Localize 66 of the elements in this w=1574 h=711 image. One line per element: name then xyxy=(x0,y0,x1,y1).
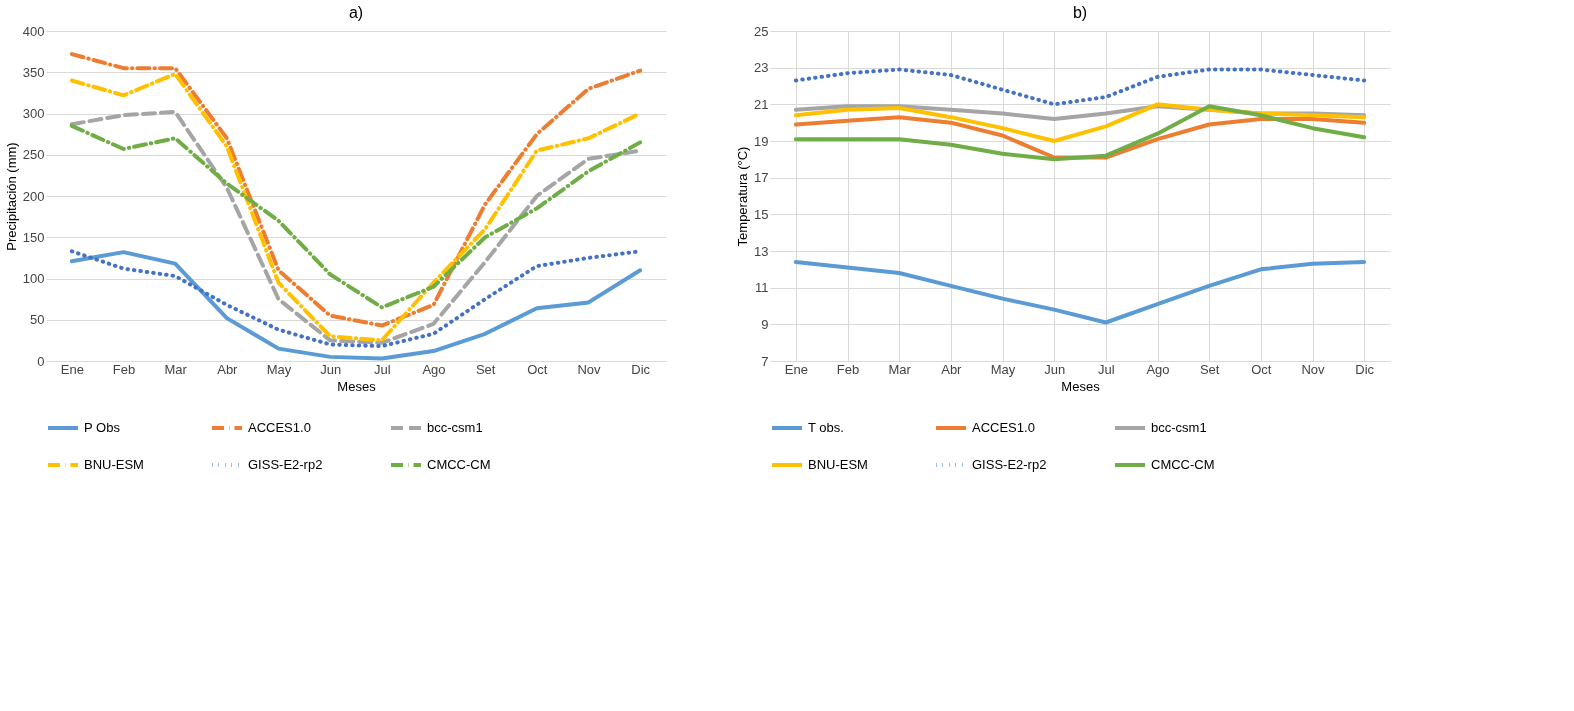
x-tick-label: Feb xyxy=(112,361,136,377)
x-tick-label: Abr xyxy=(217,361,239,377)
x-axis-title: Meses xyxy=(1061,378,1101,394)
x-tick-label: Abr xyxy=(941,361,963,377)
y-tick-label: 23 xyxy=(754,60,769,76)
x-tick-label: Mar xyxy=(888,361,912,377)
x-tick-label: Nov xyxy=(1301,361,1326,377)
y-tick-label: 0 xyxy=(37,353,45,369)
x-tick-label: Oct xyxy=(527,361,548,377)
x-tick-label: Ago xyxy=(422,361,446,377)
legend-label: T obs. xyxy=(808,420,844,435)
y-axis-title: Precipitación (mm) xyxy=(3,142,19,251)
x-tick-label: May xyxy=(990,361,1016,377)
y-tick-label: 300 xyxy=(22,106,45,121)
legend-label: BNU-ESM xyxy=(84,457,144,472)
y-tick-label: 400 xyxy=(22,23,45,39)
x-tick-label: Jul xyxy=(1098,361,1115,377)
legend-label: bcc-csm1 xyxy=(1151,420,1207,435)
legend-label: BNU-ESM xyxy=(808,457,868,472)
x-tick-label: Jun xyxy=(1044,361,1066,377)
y-tick-label: 15 xyxy=(754,206,769,222)
y-tick-label: 200 xyxy=(22,188,45,204)
x-tick-label: Feb xyxy=(836,361,860,377)
x-tick-label: Jul xyxy=(374,361,391,377)
chart-title: a) xyxy=(348,4,364,21)
x-tick-label: Set xyxy=(475,361,496,377)
chart-title: b) xyxy=(1072,4,1088,21)
y-tick-label: 250 xyxy=(22,147,45,163)
x-tick-label: May xyxy=(266,361,292,377)
y-tick-label: 100 xyxy=(22,271,45,286)
y-tick-label: 350 xyxy=(22,64,45,80)
x-tick-label: Nov xyxy=(577,361,602,377)
legend-label: ACCES1.0 xyxy=(972,420,1035,435)
legend-label: P Obs xyxy=(84,420,121,435)
y-tick-label: 21 xyxy=(754,96,769,112)
legend-label: CMCC-CM xyxy=(427,457,491,472)
line-series xyxy=(793,104,1367,162)
x-tick-label: Ene xyxy=(784,361,808,377)
legend-label: bcc-csm1 xyxy=(427,420,483,435)
x-tick-label: Dic xyxy=(1355,361,1375,377)
y-tick-label: 19 xyxy=(754,133,769,149)
x-tick-label: Mar xyxy=(164,361,188,377)
x-tick-label: Set xyxy=(1199,361,1220,377)
line-series xyxy=(793,67,1367,107)
y-tick-label: 50 xyxy=(30,312,45,328)
legend-label: GISS-E2-rp2 xyxy=(972,457,1047,472)
x-tick-label: Dic xyxy=(631,361,651,377)
y-tick-label: 11 xyxy=(755,280,769,296)
y-tick-label: 13 xyxy=(754,243,769,259)
y-axis-title: Temperatura (°C) xyxy=(735,146,751,247)
y-tick-label: 7 xyxy=(761,353,769,369)
x-tick-label: Ene xyxy=(60,361,84,377)
line-series xyxy=(793,260,1367,325)
x-tick-label: Ago xyxy=(1146,361,1170,377)
x-tick-label: Jun xyxy=(320,361,342,377)
line-series xyxy=(793,102,1367,143)
y-tick-label: 17 xyxy=(754,170,769,186)
legend-label: CMCC-CM xyxy=(1151,457,1215,472)
x-axis-title: Meses xyxy=(337,378,377,394)
y-tick-label: 9 xyxy=(761,316,769,332)
line-series xyxy=(69,123,643,310)
legend-label: ACCES1.0 xyxy=(248,420,311,435)
y-tick-label: 150 xyxy=(22,229,45,245)
y-tick-label: 25 xyxy=(754,23,769,39)
legend-label: GISS-E2-rp2 xyxy=(248,457,323,472)
x-tick-label: Oct xyxy=(1251,361,1272,377)
